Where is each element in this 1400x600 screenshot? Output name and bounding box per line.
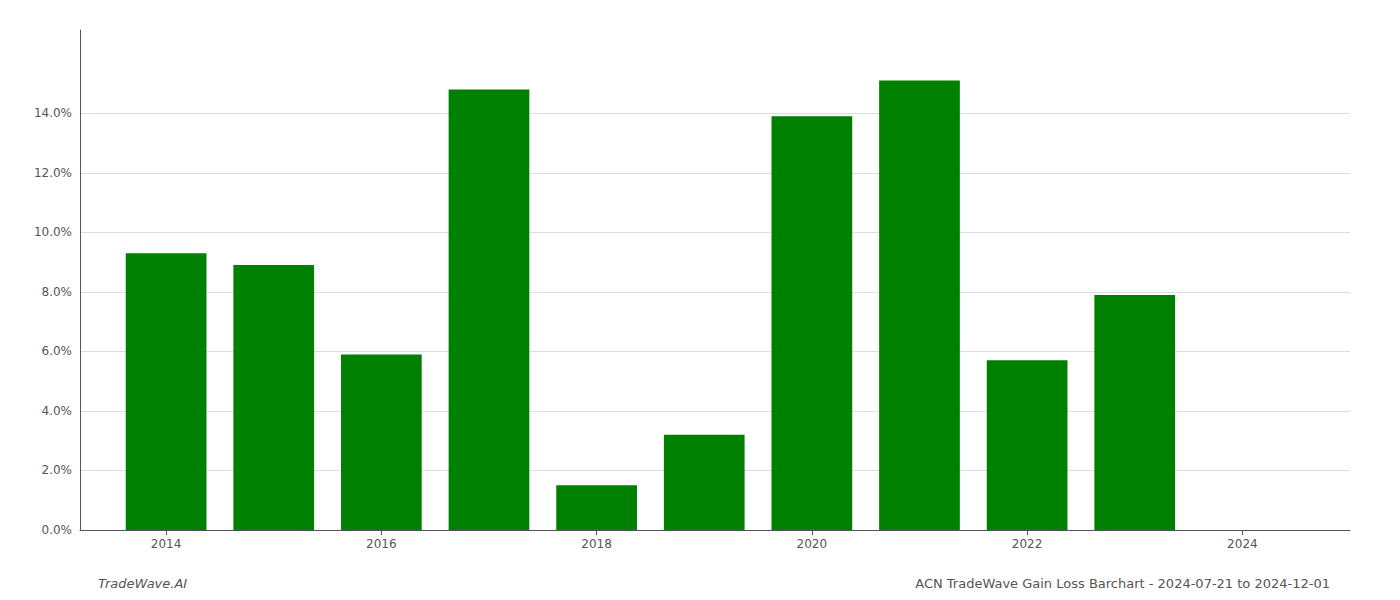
svg-text:2020: 2020	[797, 537, 828, 551]
svg-text:12.0%: 12.0%	[34, 166, 72, 180]
svg-text:TradeWave.AI: TradeWave.AI	[98, 576, 187, 591]
svg-text:2016: 2016	[366, 537, 397, 551]
svg-text:6.0%: 6.0%	[42, 344, 73, 358]
svg-text:2014: 2014	[151, 537, 182, 551]
svg-text:2022: 2022	[1012, 537, 1043, 551]
svg-text:2018: 2018	[581, 537, 612, 551]
svg-text:10.0%: 10.0%	[34, 225, 72, 239]
svg-text:2024: 2024	[1227, 537, 1258, 551]
svg-text:4.0%: 4.0%	[42, 404, 73, 418]
svg-text:2.0%: 2.0%	[42, 463, 73, 477]
svg-text:ACN TradeWave Gain Loss Barcha: ACN TradeWave Gain Loss Barchart - 2024-…	[915, 576, 1330, 591]
svg-text:14.0%: 14.0%	[34, 106, 72, 120]
svg-text:0.0%: 0.0%	[42, 523, 73, 537]
svg-text:8.0%: 8.0%	[42, 285, 73, 299]
